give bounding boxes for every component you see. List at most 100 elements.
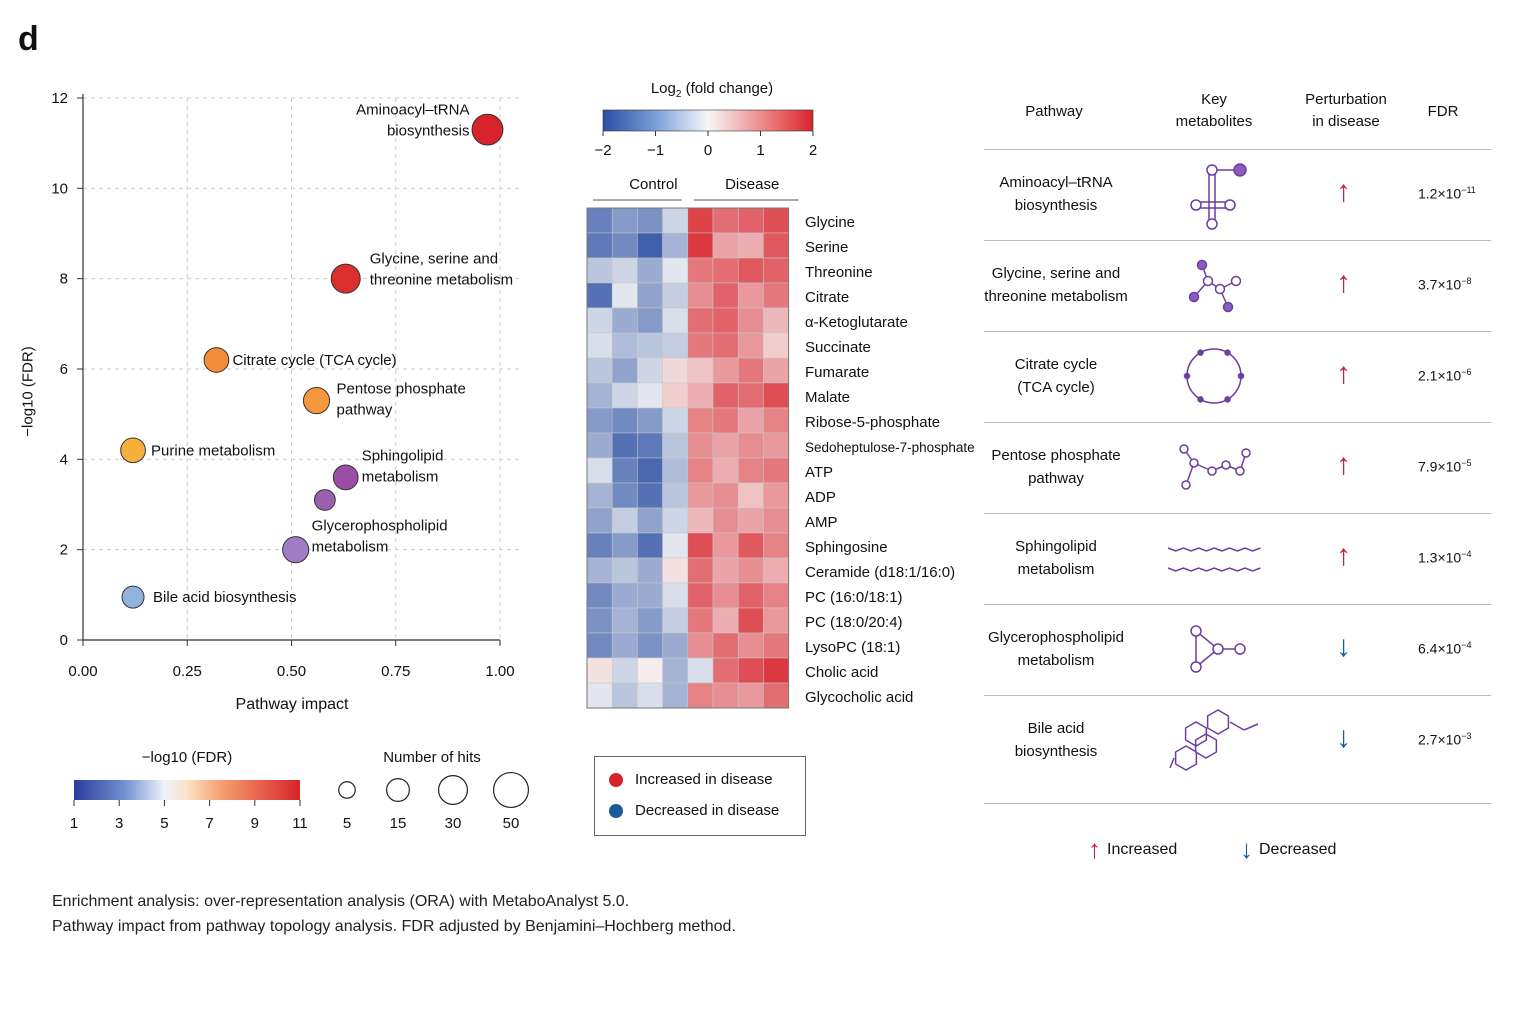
heatmap-cell [637,482,663,509]
heatmap-cell [687,332,714,359]
bubble-chart: 0.00 0.25 0.50 0.75 1.00 0 2 4 6 8 10 12 Aminoacyl–t… [51,90,520,680]
heatmap-cell [611,357,638,384]
heatmap-cell [763,682,789,709]
heatmap-row-label: Serine [805,239,848,256]
heatmap-border [586,207,790,709]
heatmap-cell [763,307,789,334]
heatmap-cell [763,582,789,609]
heatmap-cell [687,532,714,559]
heatmap-colorbar-tick-label: −2 [594,142,611,159]
heatmap-cell [662,582,689,609]
heatmap-row-label: ADP [805,489,836,506]
group-label-control: Control [629,176,677,193]
heatmap-cell [586,482,613,509]
heatmap-cell [687,282,714,309]
heatmap-cell [737,532,764,559]
heatmap-cell [586,407,613,434]
heatmap-row-label: Fumarate [805,364,869,381]
heatmap-colorbar-tick-label: 1 [756,142,764,159]
x-axis-label: Pathway impact [235,696,349,713]
heatmap-cell [712,632,739,659]
y-axis-label: −log10 (FDR) [20,342,37,442]
cycle-icon [1183,348,1245,404]
heatmap-cell [611,407,638,434]
heatmap-cell [586,507,613,534]
heatmap-row-label: Ribose-5-phosphate [805,414,940,431]
arrow-up-icon: ↑ [1088,834,1101,864]
bubble-label: Purine metabolism [151,442,275,459]
y-tick-label: 12 [51,90,68,107]
heatmap-cell [662,207,689,234]
fdr-exponent: −4 [1461,549,1472,559]
heatmap-cell [662,607,689,634]
legend-decreased: Decreased in disease [609,802,779,819]
bubble-point [471,113,504,146]
heatmap-colorbar-title: Log2 (fold change) [651,80,773,100]
heatmap-cell [662,407,689,434]
branched-molecule-icon [1188,259,1242,313]
table-pathway-name: Aminoacyl–tRNA biosynthesis [999,174,1113,214]
heatmap-cell [662,232,689,259]
fdr-exponent: −11 [1461,185,1476,195]
heatmap-cell [586,457,613,484]
heatmap-cell [763,457,789,484]
heatmap-cell [586,657,613,684]
heatmap-cell [662,482,689,509]
caption-line-2: Pathway impact from pathway topology ana… [52,918,736,935]
table-fdr-value: 1.2×10−11 [1418,185,1476,202]
heatmap-cell [763,357,789,384]
heatmap-cell [586,632,613,659]
bubble-label: Pentose phosphate pathway [337,381,466,419]
heatmap-cell [763,382,789,409]
heatmap-cell [611,682,638,709]
arrow-up-icon: ↑ [1336,175,1351,208]
heatmap-cell [637,407,663,434]
y-tick-label: 0 [60,632,68,649]
heatmap-cell [712,607,739,634]
fdr-base: 3.7×10 [1418,276,1462,293]
heatmap-cell [687,582,714,609]
arrow-up-icon: ↑ [1336,448,1351,481]
heatmap-cell [687,457,714,484]
heatmap-cell [611,557,638,584]
heatmap-cell [687,232,714,259]
panel-label: d [18,20,39,58]
table-fdr-value: 1.3×10−4 [1418,549,1471,566]
heatmap-cell [611,582,638,609]
heatmap-cell [737,207,764,234]
legend-increased-label: Increased in disease [635,771,773,788]
fdr-base: 7.9×10 [1418,458,1462,475]
heatmap-cell [611,532,638,559]
bubble-point [120,437,146,464]
arrow-down-icon: ↓ [1336,721,1351,754]
fdr-colorbar-tick-label: 7 [205,815,213,832]
heatmap-cell [712,207,739,234]
fdr-color-legend: −log10 (FDR) 1 3 5 7 9 11 [70,749,308,832]
heatmap-cell [737,657,764,684]
heatmap-cell [662,332,689,359]
bubble-point [313,489,336,511]
heatmap-row-label: Cholic acid [805,664,878,681]
heatmap-cell [763,207,789,234]
heatmap-cell [763,507,789,534]
heatmap-cell [662,307,689,334]
heatmap-cell [763,532,789,559]
fdr-exponent: −6 [1461,367,1472,377]
fdr-base: 6.4×10 [1418,640,1462,657]
table-divider [984,604,1491,605]
heatmap-cell [763,482,789,509]
heatmap-cell [586,557,613,584]
heatmap-cell [737,682,764,709]
heatmap-cell [712,557,739,584]
table-header-fdr: FDR [1427,103,1459,120]
size-legend-circle [437,774,469,806]
heatmap-cell [737,582,764,609]
heatmap-row-label: PC (16:0/18:1) [805,589,903,606]
size-legend-title: Number of hits [383,749,481,766]
heatmap-cell [687,482,714,509]
heatmap-chart: Log2 (fold change) −2 −1 0 1 2 Control Disease G… [586,80,975,709]
heatmap-cell [637,682,663,709]
heatmap-cell [712,582,739,609]
heatmap-cell [712,307,739,334]
arrow-up-icon: ↑ [1336,539,1351,572]
